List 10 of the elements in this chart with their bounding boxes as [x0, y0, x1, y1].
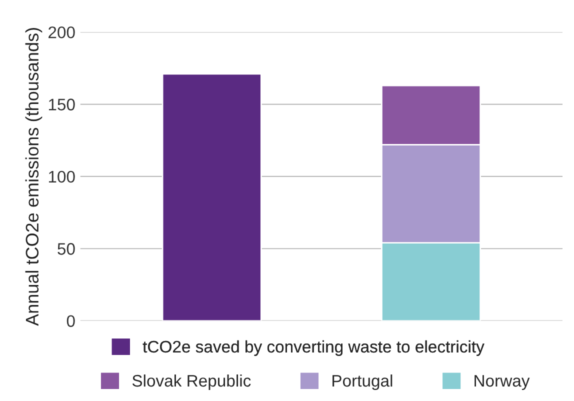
legend-label: tCO2e saved by converting waste to electricity	[142, 340, 484, 356]
y-tick-label: 50	[58, 243, 75, 255]
legend-label: Slovak Republic	[132, 374, 251, 390]
y-tick-label: 0	[66, 315, 75, 328]
y-axis-title: Annual tCO2e emissions (thousands)	[25, 28, 42, 326]
y-tick-label: 200	[48, 26, 75, 38]
legend-label: Portugal	[332, 374, 392, 390]
legend-label: Norway	[474, 375, 530, 390]
y-tick-label: 100	[48, 170, 75, 183]
y-tick-label: 150	[48, 98, 75, 110]
